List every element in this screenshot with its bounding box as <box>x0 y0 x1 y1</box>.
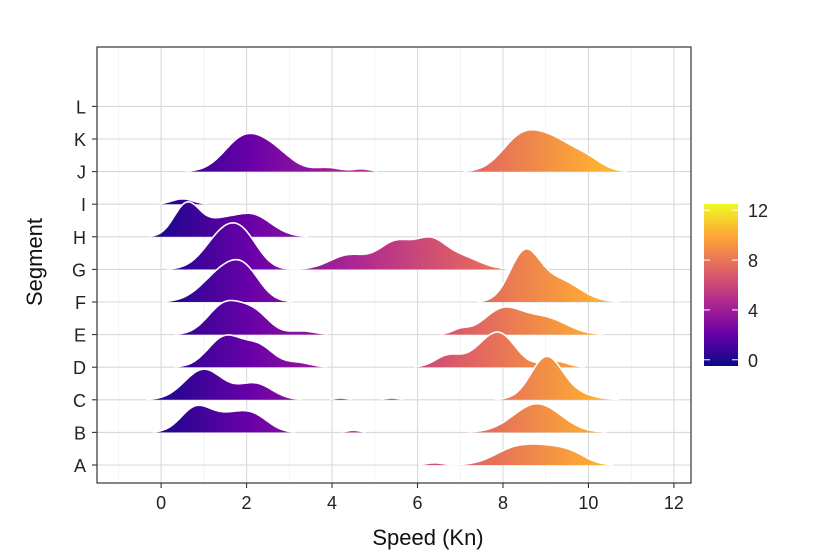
y-tick-label: E <box>74 326 86 346</box>
ridge-outline-G <box>166 222 511 270</box>
ridge-D <box>413 332 585 368</box>
y-tick-label: H <box>73 228 86 248</box>
x-tick-label: 8 <box>498 493 508 513</box>
ridge-outline-C <box>329 397 352 401</box>
ridge-J <box>185 133 379 172</box>
x-tick-label: 10 <box>578 493 598 513</box>
ridge-C <box>494 356 620 400</box>
y-tick-label: C <box>73 391 86 411</box>
ridge-outline-C <box>381 397 404 401</box>
ridge-outline-B <box>152 404 296 433</box>
ridge-B <box>152 405 296 433</box>
ridge-outline-B <box>468 402 607 433</box>
colorbar-bar <box>704 204 738 366</box>
ridge-outline-D <box>413 331 585 368</box>
ridge-outline-F <box>477 248 620 303</box>
x-axis-title: Speed (Kn) <box>372 525 483 550</box>
colorbar-tick-label: 0 <box>748 351 758 371</box>
ridge-outline-I <box>158 197 208 205</box>
y-tick-label: D <box>73 358 86 378</box>
x-tick-label: 12 <box>664 493 684 513</box>
ridge-outline-D <box>174 334 327 368</box>
ridges <box>146 129 627 466</box>
ridge-outline-E <box>174 299 329 335</box>
ridge-outline-F <box>161 258 293 303</box>
ridge-outline-A <box>418 443 613 466</box>
ridge-outline-H <box>149 200 309 238</box>
y-axis-title: Segment <box>22 218 47 306</box>
ridge-G <box>166 222 511 270</box>
plot-panel <box>96 46 692 484</box>
x-tick-label: 6 <box>412 493 422 513</box>
ridge-H <box>149 201 309 237</box>
ridge-C <box>146 369 302 400</box>
ridge-D <box>174 334 327 368</box>
x-tick-label: 4 <box>327 493 337 513</box>
ridge-outline-J <box>185 132 379 172</box>
colorbar-tick-label: 4 <box>748 301 758 321</box>
y-tick-label: I <box>81 195 86 215</box>
x-axis: 0 2 4 6 8 10 12 <box>156 483 684 513</box>
y-tick-label: G <box>72 260 86 280</box>
y-tick-label: K <box>74 130 86 150</box>
ridge-I <box>158 198 207 205</box>
ridge-outline-C <box>146 368 302 401</box>
x-tick-label: 2 <box>242 493 252 513</box>
y-tick-label: J <box>77 163 86 183</box>
colorbar-tick-label: 8 <box>748 251 758 271</box>
ridge-B <box>468 403 607 433</box>
ridge-A <box>418 444 613 465</box>
ridge-F <box>477 248 620 302</box>
ridge-E <box>440 306 604 335</box>
y-tick-label: A <box>74 456 86 476</box>
colorbar-tick-label: 12 <box>748 201 768 221</box>
ridge-outline-J <box>463 129 627 172</box>
ridge-outline-E <box>440 306 604 335</box>
plot-border <box>96 46 692 484</box>
colorbar-legend: 0 4 8 12 <box>704 201 768 371</box>
ridge-J <box>463 129 627 172</box>
y-tick-label: B <box>74 423 86 443</box>
ridge-outline-C <box>494 355 620 401</box>
x-tick-label: 0 <box>156 493 166 513</box>
ridge-outline-B <box>342 429 366 433</box>
y-tick-label: F <box>75 293 86 313</box>
ridge-E <box>174 300 329 335</box>
y-tick-label: L <box>76 97 86 117</box>
